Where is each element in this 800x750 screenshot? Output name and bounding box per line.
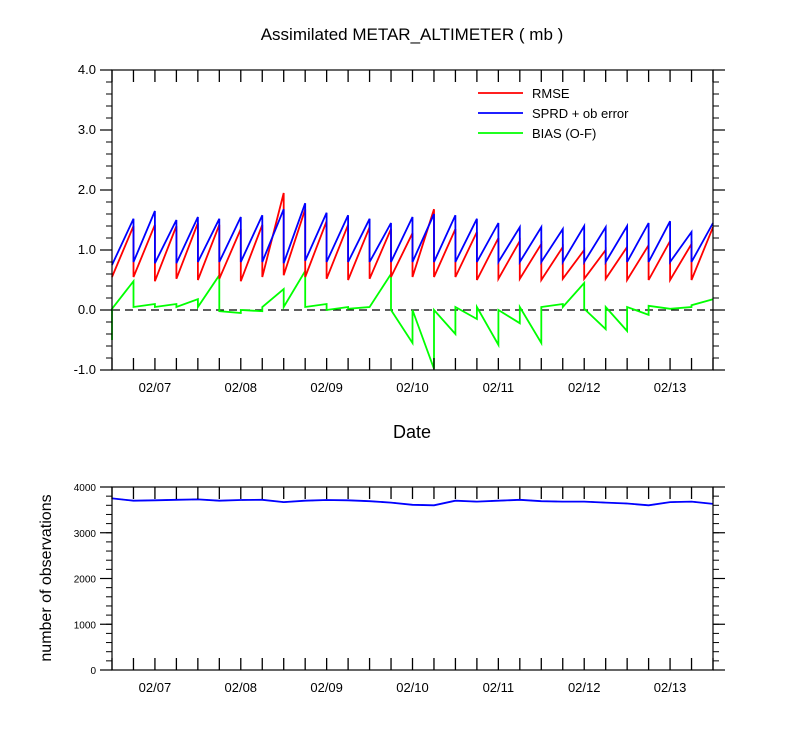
bottom-y-tick-label: 3000 <box>74 529 97 540</box>
top-y-tick-label: 2.0 <box>78 182 96 197</box>
bottom-x-tick-label: 02/08 <box>225 680 258 695</box>
observations-line <box>111 497 714 507</box>
bottom-x-tick-label: 02/11 <box>483 680 515 695</box>
bottom-y-tick-label: 0 <box>90 666 96 677</box>
legend-label: RMSE <box>532 86 570 101</box>
top-plot-axes: 02/07 02/08 02/09 02/10 02/11 02/12 02/13 -1.0 0… <box>74 62 725 395</box>
x-axis-label: Date <box>393 422 431 442</box>
legend-label: BIAS (O-F) <box>532 126 596 141</box>
top-x-tick-label: 02/08 <box>225 380 258 395</box>
bottom-y-tick-label: 1000 <box>74 620 97 631</box>
bottom-x-tick-label: 02/09 <box>310 680 343 695</box>
bottom-x-tick-label: 02/12 <box>568 680 601 695</box>
top-y-tick-label: 3.0 <box>78 122 96 137</box>
top-plot-series <box>111 192 714 370</box>
legend: RMSE SPRD + ob error BIAS (O-F) <box>478 86 629 141</box>
top-x-tick-label: 02/09 <box>310 380 343 395</box>
top-y-tick-label: -1.0 <box>74 362 96 377</box>
top-y-tick-label: 1.0 <box>78 242 96 257</box>
bottom-y-tick-label: 2000 <box>74 575 97 586</box>
y-axis-label-observations: number of observations <box>38 494 55 661</box>
series-line-sprd-ob-error <box>111 202 714 266</box>
top-y-tick-label: 0.0 <box>78 302 96 317</box>
bottom-plot-series <box>111 497 714 507</box>
top-x-tick-label: 02/13 <box>654 380 687 395</box>
series-line-bias-o-f <box>111 267 714 370</box>
top-x-tick-label: 02/11 <box>483 380 515 395</box>
legend-label: SPRD + ob error <box>532 106 629 121</box>
chart-title: Assimilated METAR_ALTIMETER ( mb ) <box>261 25 564 44</box>
bottom-x-tick-label: 02/07 <box>139 680 172 695</box>
bottom-x-tick-label: 02/10 <box>396 680 429 695</box>
bottom-y-tick-label: 4000 <box>74 483 97 494</box>
top-x-tick-label: 02/12 <box>568 380 601 395</box>
bottom-x-tick-label: 02/13 <box>654 680 687 695</box>
bottom-frame <box>111 486 714 671</box>
top-y-tick-label: 4.0 <box>78 62 96 77</box>
top-x-tick-label: 02/07 <box>139 380 172 395</box>
top-x-tick-label: 02/10 <box>396 380 429 395</box>
bottom-plot-axes: 02/07 02/08 02/09 02/10 02/11 02/12 02/13 0 1000… <box>74 483 725 695</box>
